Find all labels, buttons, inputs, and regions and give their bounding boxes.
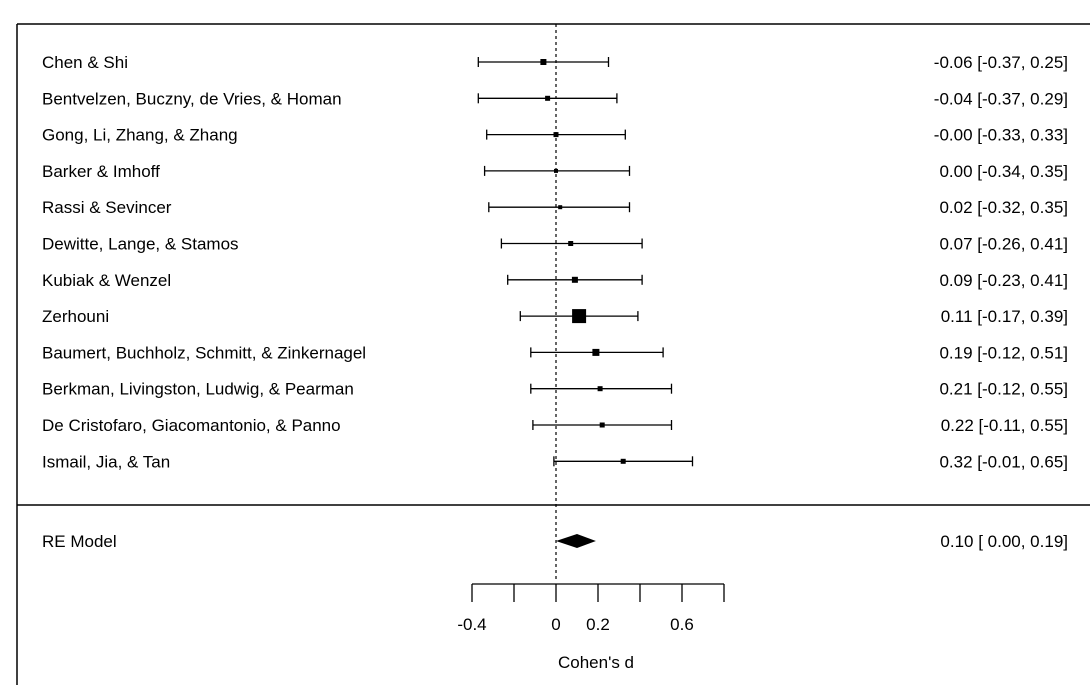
x-axis-label: Cohen's d: [558, 653, 634, 672]
study-row: Barker & Imhoff 0.00 [-0.34, 0.35]: [42, 162, 1068, 181]
point-estimate: [554, 168, 558, 173]
x-tick-label: 0.6: [670, 615, 694, 634]
effect-size-label: 0.00 [-0.34, 0.35]: [939, 162, 1068, 181]
study-name: De Cristofaro, Giacomantonio, & Panno: [42, 416, 341, 435]
point-estimate: [620, 458, 626, 464]
study-row: Dewitte, Lange, & Stamos 0.07 [-0.26, 0.4…: [42, 235, 1068, 254]
study-row: Zerhouni 0.11 [-0.17, 0.39]: [42, 307, 1068, 326]
point-estimate: [592, 348, 600, 356]
effect-size-label: 0.09 [-0.23, 0.41]: [939, 271, 1068, 290]
study-name: Kubiak & Wenzel: [42, 271, 171, 290]
x-tick-label: 0.2: [586, 615, 610, 634]
study-name: Barker & Imhoff: [42, 162, 160, 181]
effect-size-label: 0.32 [-0.01, 0.65]: [939, 452, 1068, 471]
study-name: Ismail, Jia, & Tan: [42, 452, 170, 471]
point-estimate: [558, 205, 563, 210]
study-row: Rassi & Sevincer 0.02 [-0.32, 0.35]: [42, 198, 1068, 217]
point-estimate: [568, 241, 574, 246]
summary-layer: RE Model 0.10 [ 0.00, 0.19]: [42, 532, 1068, 551]
effect-size-label: -0.06 [-0.37, 0.25]: [934, 53, 1068, 72]
point-estimate: [540, 59, 547, 65]
study-name: Baumert, Buchholz, Schmitt, & Zinkernage…: [42, 343, 366, 362]
point-estimate: [545, 95, 551, 101]
effect-size-label: -0.00 [-0.33, 0.33]: [934, 126, 1068, 145]
summary-name: RE Model: [42, 532, 117, 551]
study-row: Berkman, Livingston, Ludwig, & Pearman 0.…: [42, 380, 1068, 399]
effect-size-label: 0.07 [-0.26, 0.41]: [939, 235, 1068, 254]
study-row: Kubiak & Wenzel 0.09 [-0.23, 0.41]: [42, 271, 1068, 290]
study-row: Gong, Li, Zhang, & Zhang -0.00 [-0.33, 0.…: [42, 126, 1068, 145]
x-tick-label: -0.4: [457, 615, 486, 634]
effect-size-label: 0.11 [-0.17, 0.39]: [941, 307, 1068, 326]
study-name: Zerhouni: [42, 307, 109, 326]
point-estimate: [553, 132, 559, 138]
study-name: Gong, Li, Zhang, & Zhang: [42, 126, 238, 145]
study-row: Bentvelzen, Buczny, de Vries, & Homan -0.…: [42, 89, 1068, 108]
effect-size-label: 0.21 [-0.12, 0.55]: [939, 380, 1068, 399]
study-row: Baumert, Buchholz, Schmitt, & Zinkernage…: [42, 343, 1068, 362]
point-estimate: [572, 309, 587, 324]
study-row: Chen & Shi -0.06 [-0.37, 0.25]: [42, 53, 1068, 72]
study-name: Berkman, Livingston, Ludwig, & Pearman: [42, 380, 354, 399]
x-axis: -0.4 0 0.2 0.6: [457, 583, 725, 634]
summary-diamond: [556, 534, 596, 548]
study-row: Ismail, Jia, & Tan 0.32 [-0.01, 0.65]: [42, 452, 1068, 471]
study-name: Chen & Shi: [42, 53, 128, 72]
study-name: Dewitte, Lange, & Stamos: [42, 235, 239, 254]
study-name: Bentvelzen, Buczny, de Vries, & Homan: [42, 89, 342, 108]
point-estimate: [599, 422, 605, 428]
x-tick-label: 0: [551, 615, 560, 634]
effect-size-label: 0.19 [-0.12, 0.51]: [939, 343, 1068, 362]
summary-effect-label: 0.10 [ 0.00, 0.19]: [940, 532, 1068, 551]
effect-size-label: 0.02 [-0.32, 0.35]: [939, 198, 1068, 217]
effect-size-label: 0.22 [-0.11, 0.55]: [941, 416, 1068, 435]
point-estimate: [571, 276, 578, 283]
study-row: De Cristofaro, Giacomantonio, & Panno 0.2…: [42, 416, 1068, 435]
studies-layer: Chen & Shi -0.06 [-0.37, 0.25] Bentvelzen,…: [42, 53, 1068, 471]
study-name: Rassi & Sevincer: [42, 198, 172, 217]
point-estimate: [597, 386, 603, 392]
effect-size-label: -0.04 [-0.37, 0.29]: [934, 89, 1068, 108]
